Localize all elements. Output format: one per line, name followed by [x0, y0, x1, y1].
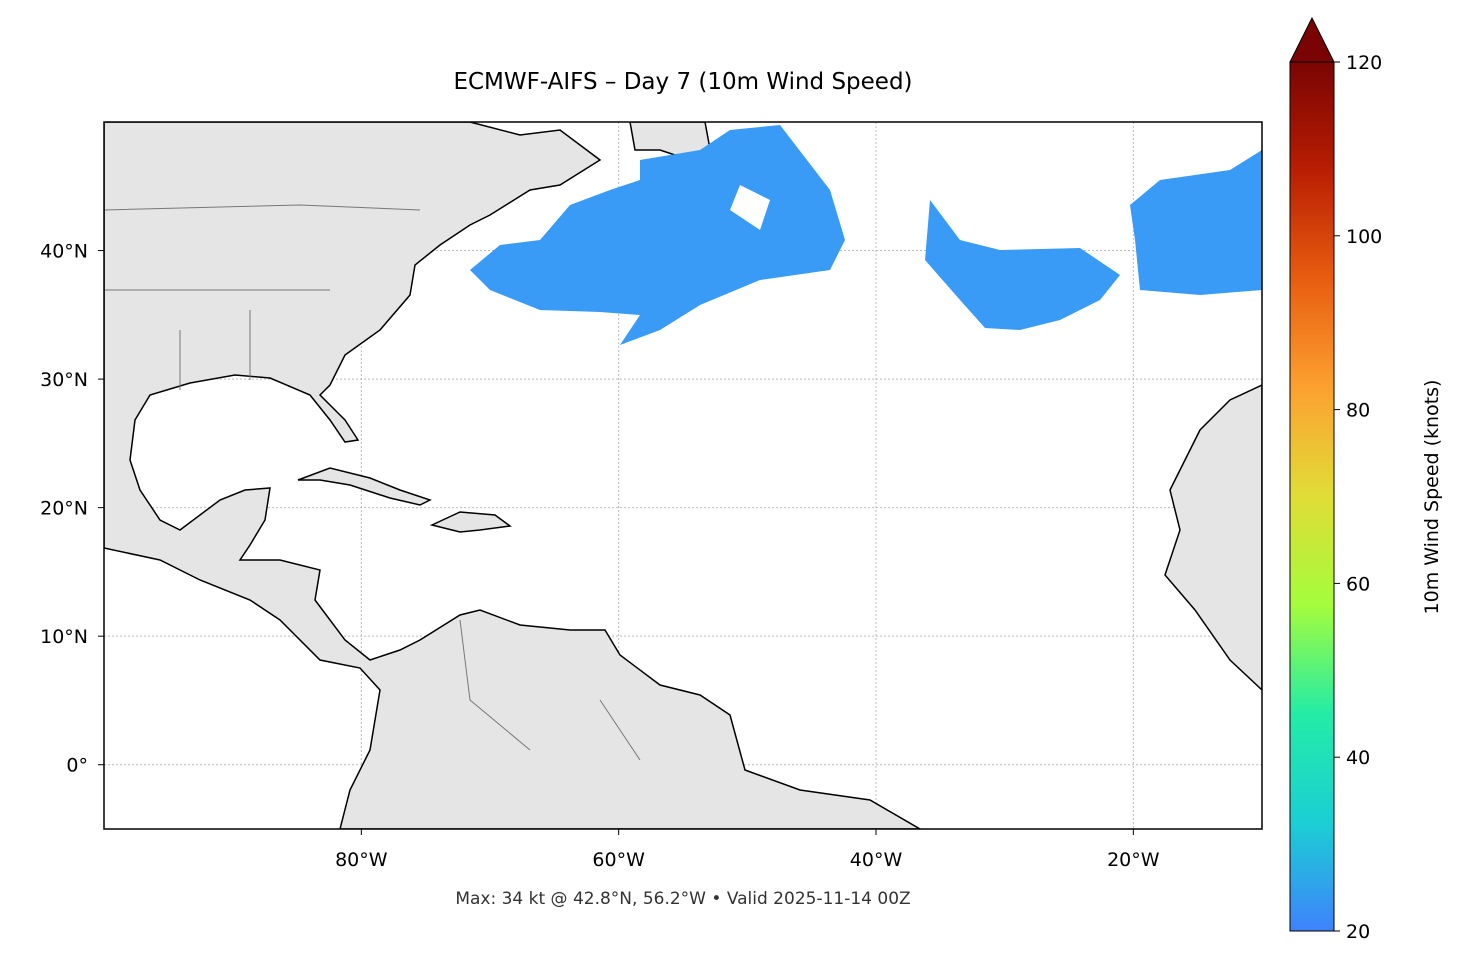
x-tick-label: 60°W: [592, 849, 645, 871]
borders: [104, 204, 641, 761]
colorbar-tick-label: 100: [1346, 226, 1382, 248]
x-tick-label: 80°W: [335, 849, 388, 871]
colorbar-tick-label: 40: [1346, 747, 1370, 769]
colorbar-label: 10m Wind Speed (knots): [1421, 380, 1443, 615]
y-tick-label: 0°: [66, 755, 88, 777]
map-frame: [103, 121, 1263, 830]
y-tick-label: 20°N: [40, 498, 88, 520]
colorbar-tick-label: 60: [1346, 573, 1370, 595]
africa: [1164, 384, 1262, 692]
y-tick-label: 30°N: [40, 369, 88, 391]
colorbar-tick-label: 120: [1346, 52, 1382, 74]
cuba: [297, 467, 432, 506]
x-tick-label: 40°W: [850, 849, 903, 871]
colorbar-tick-label: 20: [1346, 921, 1370, 943]
americas: [104, 122, 922, 829]
colorbar-extend: [1289, 16, 1335, 63]
y-tick-label: 40°N: [40, 241, 88, 263]
x-tick-label: 20°W: [1107, 849, 1160, 871]
hispaniola: [429, 511, 512, 533]
wind-field: [470, 125, 1262, 345]
colorbar: [1289, 61, 1335, 932]
footer: Max: 34 kt @ 42.8°N, 56.2°W • Valid 2025…: [455, 889, 910, 909]
colorbar-tick-label: 80: [1346, 400, 1370, 422]
title: ECMWF-AIFS – Day 7 (10m Wind Speed): [453, 69, 912, 95]
y-tick-label: 10°N: [40, 626, 88, 648]
map-layer: [104, 122, 1262, 829]
